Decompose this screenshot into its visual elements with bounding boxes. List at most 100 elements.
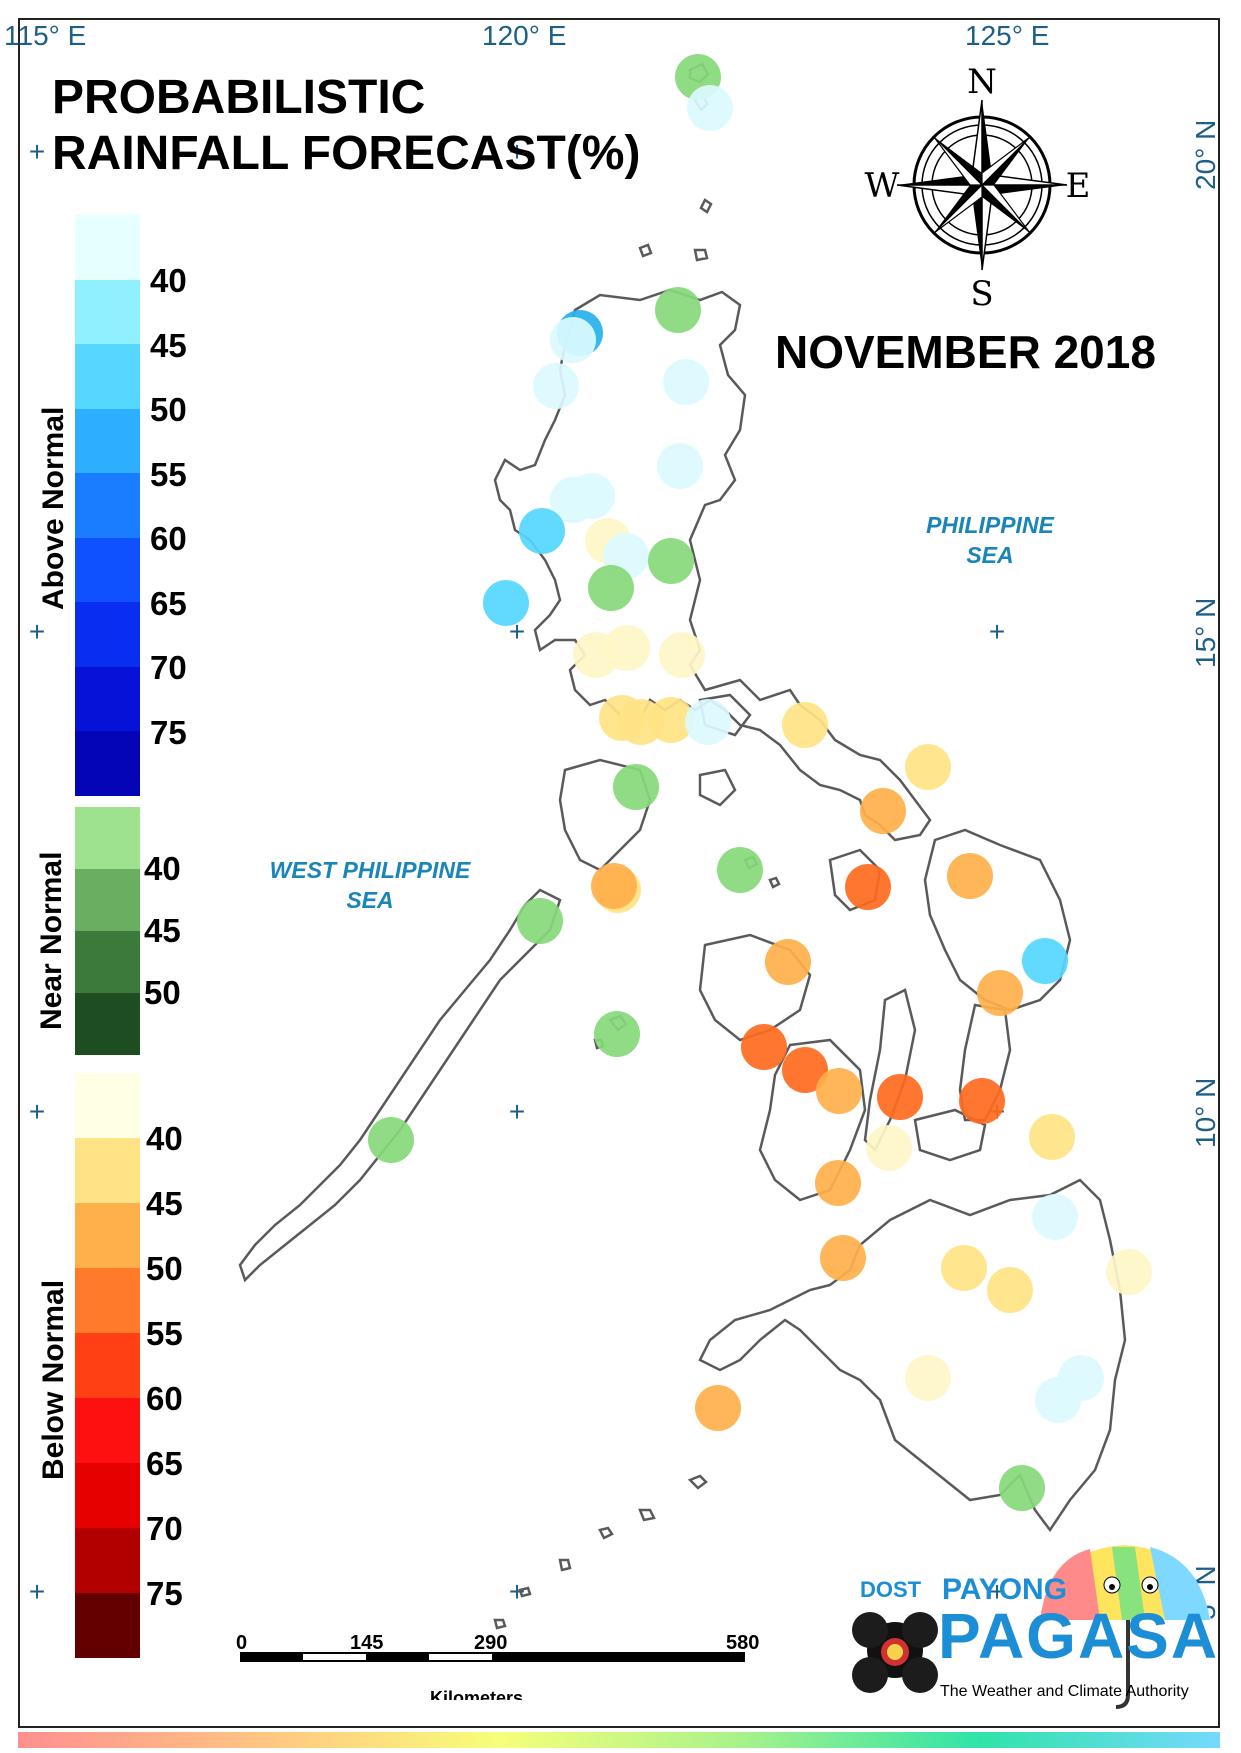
legend-label: 75 — [150, 713, 187, 751]
compass-s: S — [970, 274, 993, 314]
graticule-cross: + — [28, 616, 46, 647]
legend-label: 70 — [146, 1510, 183, 1547]
forecast-dot-near — [588, 565, 634, 611]
scale-label-145: 145 — [350, 1632, 384, 1654]
palawan-island — [238, 888, 562, 1283]
forecast-dot-near — [368, 1117, 414, 1163]
legend-label: 65 — [146, 1445, 183, 1482]
forecast-dot-below — [947, 853, 993, 899]
forecast-dot-below — [591, 863, 637, 909]
lon-label-115: 115° E — [4, 20, 87, 51]
scale-bar — [240, 1652, 745, 1662]
pagasa-logo: DOST PAYONG PAGASA The Weather and Clima… — [850, 1525, 1220, 1730]
logo-pagasa: PAGASA — [938, 1600, 1220, 1672]
legend-swatch — [75, 215, 140, 280]
legend-label: 40 — [150, 262, 187, 299]
legend-swatch — [75, 279, 140, 344]
legend-label: 50 — [150, 391, 187, 428]
forecast-dot-below — [659, 632, 705, 678]
forecast-dot-below — [905, 744, 951, 790]
legend-above-title: Above Normal — [37, 406, 70, 610]
forecast-dot-below — [1029, 1114, 1075, 1160]
forecast-dot-below — [820, 1235, 866, 1281]
forecast-dot-above — [1022, 938, 1068, 984]
legend-swatch — [75, 1463, 140, 1528]
graticule-cross: + — [988, 616, 1006, 647]
legend-below-title: Below Normal — [37, 1279, 70, 1480]
graticule-cross: + — [508, 1576, 526, 1607]
marinduque-island — [698, 768, 737, 807]
title-line-1: PROBABILISTIC — [52, 71, 426, 124]
forecast-dot-below — [782, 1047, 828, 1093]
scale-unit: Kilometers — [430, 1688, 524, 1700]
forecast-dot-below — [845, 864, 891, 910]
forecast-dot-above — [657, 443, 703, 489]
legend-label: 70 — [150, 649, 187, 686]
mindanao-island — [698, 1178, 1127, 1533]
forecast-month: NOVEMBER 2018 — [775, 326, 1156, 378]
forecast-dot-below — [695, 1385, 741, 1431]
forecast-dot-below — [877, 1074, 923, 1120]
forecast-dot-above — [550, 317, 596, 363]
legend-swatch — [75, 1203, 140, 1268]
bohol-island — [913, 1108, 987, 1162]
graticule-cross: + — [988, 1576, 1006, 1607]
forecast-dot-below — [941, 1245, 987, 1291]
legend-label: 40 — [144, 850, 181, 887]
forecast-dot-near — [655, 287, 701, 333]
forecast-dot-near — [594, 1011, 640, 1057]
forecast-dot-below — [816, 1068, 862, 1114]
philippine-sea-label: PHILIPPINE SEA — [900, 510, 1080, 570]
panay-island — [698, 933, 812, 1042]
graticule-cross: + — [508, 136, 526, 167]
forecast-dot-below — [648, 697, 694, 743]
forecast-dot-near — [517, 898, 563, 944]
west-philippine-sea-label: WEST PHILIPPINE SEA — [250, 855, 490, 915]
forecast-dot-above — [685, 699, 731, 745]
legend-swatch — [75, 931, 140, 993]
forecast-dot-below — [977, 970, 1023, 1016]
legend-swatch — [75, 993, 140, 1055]
lon-label-120: 120° E — [482, 20, 567, 51]
forecast-dot-above — [663, 359, 709, 405]
forecast-dot-below — [782, 702, 828, 748]
legend-label: 40 — [146, 1120, 183, 1157]
legend-swatch — [75, 537, 140, 602]
legend-swatch — [75, 1528, 140, 1593]
legend-swatch — [75, 807, 140, 869]
graticule-cross: + — [28, 136, 46, 167]
samar-island — [923, 828, 1072, 1012]
forecast-dot-above — [483, 580, 529, 626]
negros-island — [758, 1038, 867, 1202]
forecast-dot-above — [519, 508, 565, 554]
forecast-dot-above — [1032, 1194, 1078, 1240]
forecast-dot-near — [717, 847, 763, 893]
legend-below-normal — [75, 1073, 140, 1658]
scale-label-580: 580 — [726, 1632, 760, 1654]
legend-swatch — [75, 1593, 140, 1658]
legend-swatch — [75, 473, 140, 538]
compass-e: E — [1066, 166, 1091, 206]
logo-payong: PAYONG — [942, 1573, 1068, 1606]
legend-label: 65 — [150, 584, 187, 622]
sulu-islands — [493, 1474, 708, 1630]
sea-label-line: SEA — [346, 887, 394, 913]
logo-tagline: The Weather and Climate Authority — [940, 1683, 1189, 1700]
title-line-2: RAINFALL FORECAST(%) — [52, 127, 641, 180]
lon-label-125: 125° E — [965, 20, 1050, 51]
scale-label-290: 290 — [474, 1632, 508, 1654]
map-frame — [18, 18, 1220, 1728]
legend-swatch — [75, 666, 140, 731]
legend-swatch — [75, 1138, 140, 1203]
forecast-dot-above — [1035, 1377, 1081, 1423]
sea-label-line: WEST PHILIPPINE — [269, 857, 471, 883]
graticule-cross: + — [508, 1096, 526, 1127]
forecast-dot-below — [860, 788, 906, 834]
legend-label: 45 — [146, 1185, 183, 1222]
legend-label: 50 — [144, 974, 181, 1011]
forecast-dot-near — [999, 1465, 1045, 1511]
sea-label-line: PHILIPPINE — [926, 512, 1054, 538]
legend-above-normal — [75, 215, 140, 796]
forecast-dots — [368, 54, 1152, 1511]
